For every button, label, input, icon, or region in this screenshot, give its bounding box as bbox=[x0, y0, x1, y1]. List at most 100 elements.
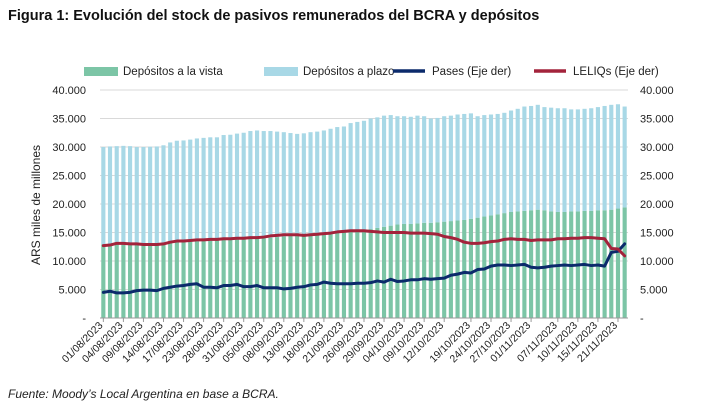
y-tick-label: 10.000 bbox=[52, 256, 86, 268]
bar-depositos-plazo bbox=[375, 117, 380, 228]
bar-depositos-vista bbox=[381, 226, 387, 318]
bar-depositos-vista bbox=[442, 221, 447, 318]
bar-depositos-vista bbox=[462, 219, 467, 318]
bar-depositos-plazo bbox=[114, 146, 119, 244]
legend-label: LELIQs (Eje der) bbox=[573, 66, 659, 78]
bar-depositos-vista bbox=[148, 244, 153, 318]
bar-depositos-vista bbox=[228, 239, 233, 319]
bar-depositos-plazo bbox=[168, 142, 173, 243]
bar-depositos-plazo bbox=[402, 116, 407, 224]
legend: Depósitos a la vista Depósitos a plazo Pas… bbox=[84, 66, 659, 78]
bar-depositos-plazo bbox=[582, 108, 587, 211]
bar-depositos-plazo bbox=[415, 115, 420, 224]
bar-depositos-plazo bbox=[395, 116, 400, 225]
bar-depositos-vista bbox=[361, 230, 367, 318]
bar-depositos-plazo bbox=[589, 108, 594, 211]
bar-depositos-vista bbox=[415, 223, 420, 318]
bar-depositos-plazo bbox=[268, 131, 273, 238]
bar-depositos-vista bbox=[188, 241, 193, 318]
y-tick-label: 25.000 bbox=[52, 171, 86, 183]
bar-depositos-plazo bbox=[328, 128, 333, 234]
bar-depositos-plazo bbox=[154, 146, 159, 244]
bar-depositos-vista bbox=[341, 231, 347, 318]
bar-depositos-vista bbox=[288, 235, 293, 318]
bar-depositos-plazo bbox=[288, 133, 293, 236]
bar-depositos-vista bbox=[281, 236, 286, 318]
bar-depositos-plazo bbox=[622, 106, 627, 208]
bar-depositos-plazo bbox=[569, 109, 574, 212]
bar-depositos-vista bbox=[128, 243, 133, 318]
bar-depositos-plazo bbox=[321, 130, 326, 234]
bar-depositos-vista bbox=[161, 243, 166, 318]
line-series bbox=[101, 229, 627, 295]
line-leliqs bbox=[101, 229, 627, 258]
bar-depositos-vista bbox=[529, 210, 534, 318]
bar-depositos-plazo bbox=[355, 121, 360, 231]
bar-depositos-plazo bbox=[161, 145, 166, 244]
bar-depositos-plazo bbox=[388, 115, 393, 226]
bar-depositos-plazo bbox=[475, 116, 480, 218]
bar-depositos-vista bbox=[328, 233, 333, 318]
y-axis-left-ticks: - 5.000 10.000 15.000 20.000 25.000 30.000 35.0… bbox=[52, 85, 86, 325]
bar-depositos-vista bbox=[154, 243, 159, 318]
bar-depositos-vista bbox=[254, 238, 260, 318]
bar-depositos-vista bbox=[168, 242, 173, 318]
bar-depositos-vista bbox=[435, 222, 440, 318]
bar-depositos-vista bbox=[455, 220, 460, 318]
bar-depositos-plazo bbox=[174, 140, 179, 243]
y2-tick-label: - bbox=[640, 313, 644, 325]
bar-depositos-plazo bbox=[448, 115, 453, 222]
bar-depositos-vista bbox=[375, 227, 380, 318]
bar-depositos-plazo bbox=[214, 137, 220, 241]
bar-depositos-plazo bbox=[422, 116, 427, 223]
y-tick-label: 5.000 bbox=[58, 285, 86, 297]
bar-depositos-plazo bbox=[101, 147, 106, 245]
legend-label: Depósitos a la vista bbox=[123, 66, 223, 78]
bar-depositos-vista bbox=[114, 243, 119, 318]
bar-depositos-vista bbox=[141, 244, 146, 318]
bar-depositos-plazo bbox=[107, 146, 113, 245]
bar-depositos-plazo bbox=[442, 116, 447, 222]
bar-depositos-vista bbox=[609, 209, 614, 318]
y2-tick-label: 25.000 bbox=[640, 171, 674, 183]
bar-depositos-vista bbox=[395, 224, 400, 318]
bar-depositos-plazo bbox=[482, 115, 487, 217]
bar-depositos-vista bbox=[428, 222, 433, 318]
bar-depositos-plazo bbox=[181, 140, 186, 242]
bar-depositos-vista bbox=[482, 216, 487, 318]
bar-depositos-vista bbox=[181, 241, 186, 318]
bar-depositos-plazo bbox=[529, 105, 534, 211]
bar-depositos-plazo bbox=[261, 131, 266, 239]
bar-depositos-plazo bbox=[468, 113, 473, 219]
bar-depositos-plazo bbox=[134, 147, 139, 244]
bar-depositos-plazo bbox=[228, 134, 233, 240]
bar-depositos-plazo bbox=[488, 114, 494, 216]
bar-depositos-vista bbox=[321, 233, 326, 318]
legend-label: Pases (Eje der) bbox=[432, 66, 511, 78]
bar-depositos-plazo bbox=[121, 145, 126, 244]
line-pases bbox=[101, 242, 627, 295]
bar-depositos-plazo bbox=[248, 131, 253, 239]
bar-depositos-plazo bbox=[455, 114, 460, 221]
y2-tick-label: 20.000 bbox=[640, 199, 674, 211]
bar-depositos-vista bbox=[221, 239, 226, 318]
legend-swatch bbox=[84, 67, 118, 76]
y2-tick-label: 35.000 bbox=[640, 114, 674, 126]
bar-depositos-plazo bbox=[315, 131, 320, 235]
y2-tick-label: 40.000 bbox=[640, 85, 674, 97]
bar-depositos-plazo bbox=[522, 106, 527, 211]
bar-depositos-vista bbox=[475, 217, 480, 318]
bar-depositos-plazo bbox=[194, 138, 199, 242]
bar-depositos-plazo bbox=[188, 139, 193, 242]
bar-depositos-vista bbox=[201, 241, 206, 318]
bar-depositos-vista bbox=[622, 207, 627, 318]
bar-depositos-plazo bbox=[275, 131, 280, 238]
bar-depositos-plazo bbox=[549, 107, 554, 212]
bar-depositos-vista bbox=[174, 242, 179, 318]
y-tick-label: 35.000 bbox=[52, 114, 86, 126]
bar-depositos-plazo bbox=[535, 104, 540, 210]
bar-depositos-plazo bbox=[221, 135, 226, 240]
bar-depositos-plazo bbox=[208, 137, 213, 241]
bar-depositos-vista bbox=[542, 210, 547, 318]
